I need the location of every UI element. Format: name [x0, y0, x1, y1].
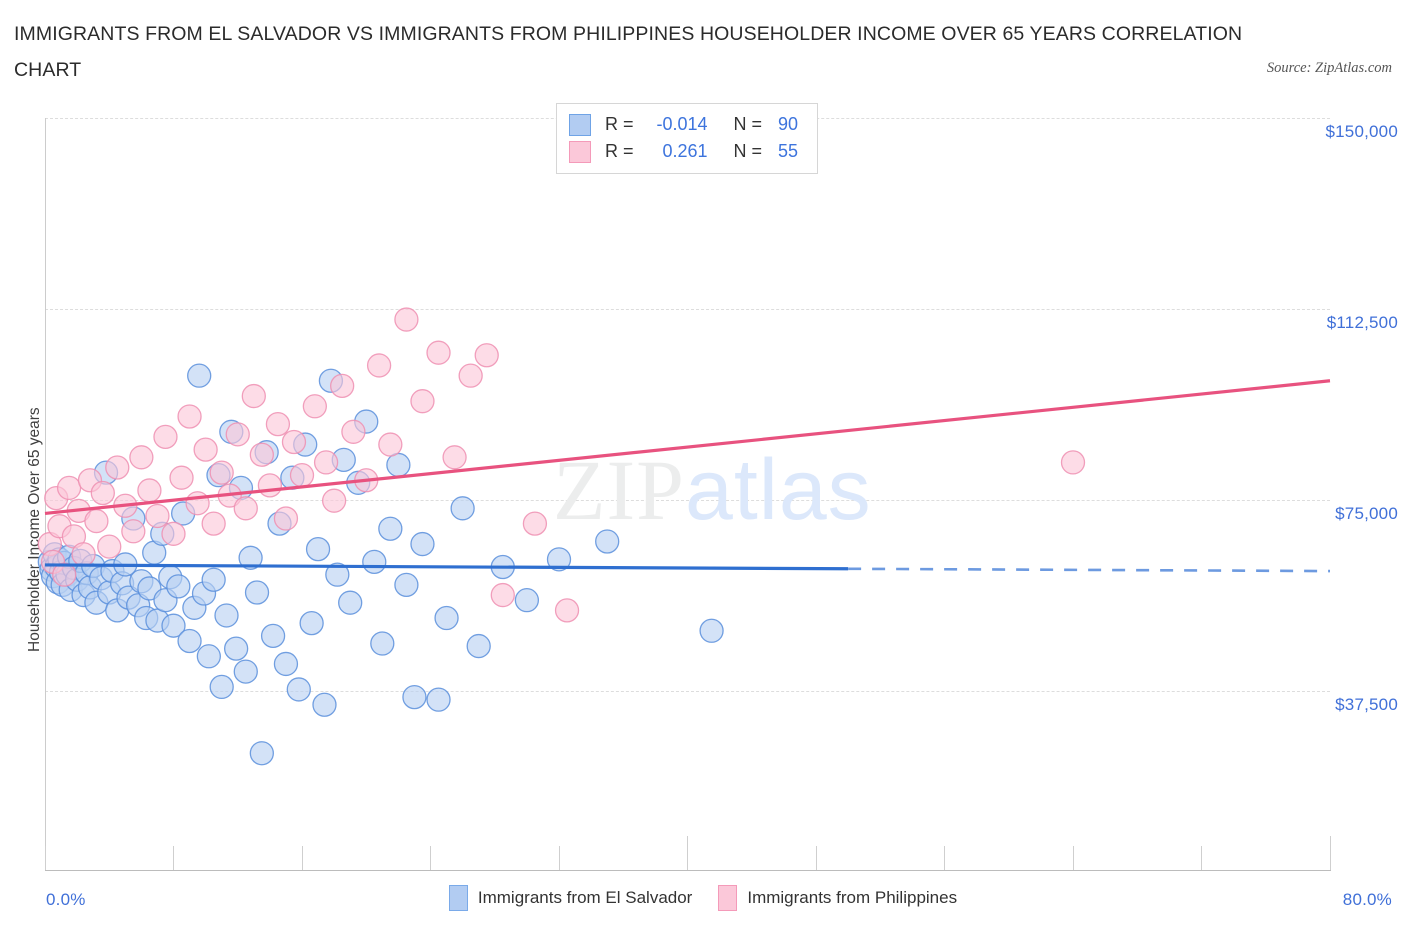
x-tick	[1330, 836, 1331, 870]
r-value: 0.261	[662, 141, 708, 161]
y-axis-line	[45, 118, 46, 870]
y-tick-label: $75,000	[1335, 504, 1398, 523]
x-tick	[430, 846, 431, 870]
legend-swatch-blue-icon	[448, 885, 468, 911]
y-tick-label: $150,000	[1325, 122, 1398, 141]
x-tick	[1073, 846, 1074, 870]
x-tick	[173, 846, 174, 870]
r-value: -0.014	[656, 114, 708, 134]
legend-swatch-pink-icon	[718, 885, 738, 911]
gridline-37500	[45, 691, 1330, 692]
swatch-blue-icon	[569, 113, 591, 136]
legend-label: Immigrants from Philippines	[747, 888, 958, 907]
y-tick-label: $37,500	[1335, 695, 1398, 714]
x-tick	[302, 846, 303, 870]
x-tick	[944, 846, 945, 870]
gridline-112500	[45, 309, 1330, 310]
x-tick	[816, 846, 817, 870]
legend-label: Immigrants from El Salvador	[477, 888, 693, 907]
chart-header: IMMIGRANTS FROM EL SALVADOR VS IMMIGRANT…	[14, 16, 1264, 88]
n-value: 90	[778, 114, 799, 134]
x-tick	[45, 846, 46, 870]
x-min-label: 0.0%	[46, 890, 86, 909]
page-title: IMMIGRANTS FROM EL SALVADOR VS IMMIGRANT…	[14, 23, 1243, 81]
r-label: R =	[605, 114, 634, 134]
n-label: N =	[733, 114, 763, 134]
y-axis-title: Householder Income Over 65 years	[26, 407, 43, 652]
n-value: 55	[778, 141, 799, 161]
legend-item-philippines[interactable]: Immigrants from Philippines	[718, 885, 957, 911]
stats-row-philippines: R = 0.261 N = 55	[569, 138, 807, 165]
legend-item-el-salvador[interactable]: Immigrants from El Salvador	[448, 885, 693, 911]
plot-area	[45, 118, 1330, 870]
x-tick	[687, 836, 688, 870]
x-tick	[1201, 846, 1202, 870]
n-label: N =	[733, 141, 763, 161]
gridline-75000	[45, 500, 1330, 501]
correlation-stats-box: R = -0.014 N = 90 R = 0.261 N = 55	[556, 103, 818, 174]
stats-row-el-salvador: R = -0.014 N = 90	[569, 111, 807, 138]
x-tick	[559, 846, 560, 870]
r-label: R =	[605, 141, 634, 161]
x-max-label: 80.0%	[1342, 890, 1392, 909]
source-note: Source: ZipAtlas.com	[1266, 60, 1392, 76]
swatch-pink-icon	[569, 140, 591, 163]
y-tick-label: $112,500	[1326, 313, 1398, 332]
series-legend: Immigrants from El Salvador Immigrants f…	[0, 885, 1406, 911]
x-axis-line	[45, 870, 1331, 871]
